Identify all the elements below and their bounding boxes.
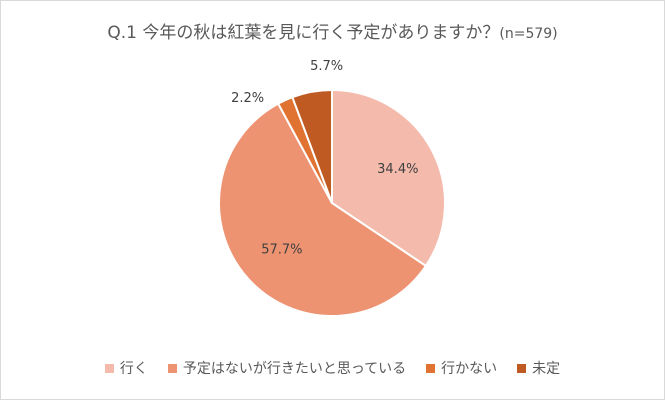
data-label-ikanai: 2.2% [231, 91, 264, 106]
data-label-mitei: 5.7% [310, 59, 343, 74]
legend-swatch-ikanai [426, 363, 436, 373]
pie-slice-iku [331, 88, 446, 268]
chart-subtitle: (n=579) [499, 26, 558, 42]
chart-title: Q.1 今年の秋は紅葉を見に行く予定がありますか？(n=579) [0, 18, 665, 43]
chart-legend: 行く 予定はないが行きたいと思っている 行かない 未定 [0, 358, 665, 378]
legend-swatch-mitei [517, 363, 527, 373]
pie-slice-mitei [291, 88, 333, 204]
legend-label-ikitai: 予定はないが行きたいと思っている [182, 361, 407, 377]
legend-item-ikitai: 予定はないが行きたいと思っている [167, 358, 407, 378]
legend-swatch-ikitai [167, 363, 177, 373]
data-label-ikitai: 57.7% [261, 243, 302, 258]
legend-item-mitei: 未定 [517, 358, 560, 378]
legend-label-ikanai: 行かない [441, 361, 498, 377]
pie-slice-ikitai [218, 102, 428, 317]
legend-item-ikanai: 行かない [426, 358, 497, 378]
legend-label-iku: 行く [119, 361, 148, 377]
legend-item-iku: 行く [104, 358, 148, 378]
chart-title-text: Q.1 今年の秋は紅葉を見に行く予定がありますか？ [107, 23, 500, 43]
legend-label-mitei: 未定 [532, 361, 561, 377]
legend-swatch-iku [104, 363, 114, 373]
data-label-iku: 34.4% [377, 162, 418, 177]
